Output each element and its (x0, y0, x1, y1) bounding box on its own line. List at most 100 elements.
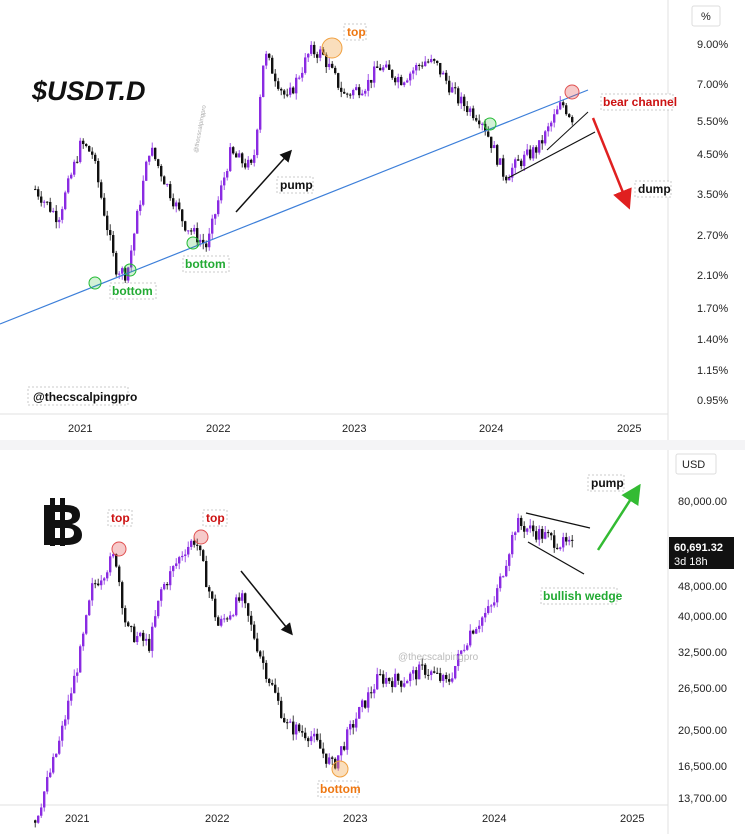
usdt-d-y-tick: 9.00% (697, 39, 728, 51)
usdt-d-candle-body (421, 65, 424, 67)
usdt-d-candle-body (511, 167, 514, 178)
usdt-d-candles (34, 41, 574, 287)
btc-candle-body (403, 683, 406, 687)
usdt-d-candle-body (310, 44, 313, 54)
usdt-d-candle-body (253, 155, 256, 163)
usdt-d-candle-body (325, 54, 328, 68)
usdt-d-candle-body (187, 230, 190, 232)
btc-candle-body (433, 671, 436, 673)
usdt-d-candle-body (97, 160, 100, 183)
usdt-d-candle-body (67, 178, 70, 193)
usdt-d-axis-unit: % (701, 11, 711, 23)
btc-candles (34, 513, 574, 828)
btc-candle-body (370, 692, 373, 694)
btc-candle-body (106, 572, 109, 579)
usdt-d-candle-body (226, 171, 229, 178)
btc-candle-body (427, 674, 430, 676)
usdt-d-y-axis: % 9.00% 7.00% 5.50% 4.50% 3.50% 2.70% 2.… (691, 5, 728, 407)
btc-candle-body (541, 528, 544, 539)
usdt-d-candle-body (319, 49, 322, 58)
usdt-d-candle-body (433, 59, 436, 61)
btc-candle-body (229, 615, 232, 620)
btc-candle-body (397, 673, 400, 681)
usdt-d-pump-arrow (235, 149, 293, 213)
btc-candle-body (391, 681, 394, 688)
usdt-d-candle-body (76, 161, 79, 163)
btc-last-price: 60,691.32 (674, 542, 723, 554)
btc-candle-body (196, 544, 199, 546)
usdt-d-candle-body (259, 96, 262, 130)
btc-candle-body (271, 683, 274, 685)
usdt-d-candle-body (406, 80, 409, 83)
btc-candle-body (199, 545, 202, 551)
usdt-d-candle-body (430, 59, 433, 63)
usdt-d-top-marker (321, 37, 343, 59)
usdt-d-y-tick: 2.70% (697, 230, 728, 242)
usdt-d-candle-body (109, 230, 112, 236)
btc-candle-body (46, 777, 49, 792)
usdt-d-x-tick: 2025 (617, 423, 641, 435)
btc-x-tick: 2025 (620, 813, 644, 825)
usdt-d-candle-body (448, 80, 451, 93)
btc-candle-body (268, 678, 271, 684)
btc-candle-body (121, 582, 124, 609)
usdt-d-candle-body (34, 189, 37, 191)
btc-candle-body (361, 700, 364, 708)
btc-candle-body (130, 626, 133, 628)
usdt-d-y-tick: 2.10% (697, 270, 728, 282)
btc-candle-body (511, 534, 514, 555)
usdt-d-candle-body (370, 79, 373, 83)
btc-candle-body (313, 733, 316, 737)
btc-candle-body (247, 603, 250, 616)
usdt-d-candle-body (85, 144, 88, 147)
btc-candle-body (184, 554, 187, 556)
btc-candle-body (352, 724, 355, 728)
btc-candle-body (337, 755, 340, 769)
usdt-d-candle-body (451, 87, 454, 93)
usdt-d-bottom-label-1: bottom (109, 282, 157, 300)
usdt-d-candle-body (493, 145, 496, 149)
btc-candle-body (307, 738, 310, 742)
usdt-d-candle-body (367, 79, 370, 91)
btc-top-marker-2 (193, 529, 209, 545)
usdt-d-candle-body (148, 155, 151, 162)
usdt-d-candle-body (46, 201, 49, 203)
usdt-d-candle-body (331, 63, 334, 68)
btc-candle-body (151, 626, 154, 651)
btc-candle-body (208, 587, 211, 592)
usdt-d-candle-body (556, 109, 559, 115)
panel-separator (0, 440, 745, 450)
btc-candle-body (409, 673, 412, 681)
usdt-d-candle-body (352, 90, 355, 96)
usdt-d-bottom-label-2: bottom (182, 255, 230, 273)
usdt-d-candle-body (91, 151, 94, 155)
usdt-d-candle-body (376, 66, 379, 68)
btc-candle-body (154, 616, 157, 627)
bear-channel-upper-line (546, 111, 589, 151)
usdt-d-y-tick: 1.70% (697, 303, 728, 315)
usdt-d-y-tick: 1.40% (697, 334, 728, 346)
svg-text:bullish wedge: bullish wedge (543, 589, 623, 603)
usdt-d-candle-body (391, 69, 394, 78)
btc-candle-body (88, 600, 91, 616)
btc-candle-body (175, 563, 178, 567)
btc-candle-body (406, 680, 409, 684)
usdt-d-candle-body (88, 146, 91, 152)
svg-text:pump: pump (591, 476, 624, 490)
btc-candle-body (277, 692, 280, 701)
btc-candle-body (76, 672, 79, 676)
usdt-d-x-tick: 2022 (206, 423, 230, 435)
btc-candle-body (220, 618, 223, 626)
btc-candle-body (520, 517, 523, 526)
usdt-d-candle-body (526, 149, 529, 155)
usdt-d-x-tick: 2024 (479, 423, 503, 435)
usdt-d-candle-body (37, 189, 40, 197)
usdt-d-candle-body (136, 210, 139, 234)
btc-candle-body (148, 638, 151, 651)
btc-candle-body (274, 684, 277, 693)
btc-candle-body (232, 615, 235, 617)
usdt-d-candle-body (520, 160, 523, 167)
usdt-d-candle-body (472, 108, 475, 119)
btc-candle-body (82, 633, 85, 647)
